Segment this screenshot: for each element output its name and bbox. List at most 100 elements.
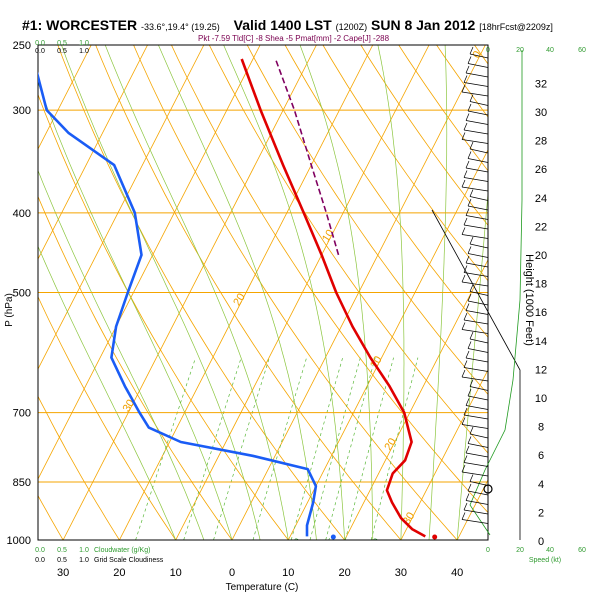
forecast-run: [18hrFcst@2209z] (479, 22, 553, 32)
bottom-scale-label: 0.5 (57, 547, 67, 554)
temperature-tick-label: 0 (229, 567, 235, 579)
utc-time: (1200Z) (335, 22, 368, 32)
height-tick-label: 4 (538, 479, 544, 491)
height-tick-label: 16 (535, 307, 547, 319)
wind-barb-flag (461, 369, 466, 378)
wind-barb (465, 72, 489, 78)
wind-barb-flag (463, 455, 468, 463)
valid-time: Valid 1400 LST (233, 17, 332, 33)
wind-barb-flag (467, 151, 472, 159)
parcel-profile (274, 58, 340, 256)
wind-barb-flag (467, 103, 472, 112)
pressure-tick-label: 400 (13, 208, 31, 220)
wind-barb-flag (465, 113, 470, 121)
wind-barb-flag (461, 322, 466, 330)
wind-barb (463, 414, 489, 420)
dry-adiabat-line (208, 45, 488, 454)
wind-barb (461, 186, 489, 192)
wind-barb-flag (469, 426, 474, 435)
wind-barb (467, 395, 489, 401)
bottom-scale-label: 0.0 (35, 557, 45, 564)
height-tick-label: 14 (535, 336, 547, 348)
wind-barb (467, 205, 489, 211)
plot-border (37, 44, 489, 541)
temperature-surface-marker (432, 534, 438, 540)
top-scale-label: 1.0 (79, 48, 89, 55)
moist-adiabat-line (158, 45, 317, 540)
wind-barb-flag (467, 341, 472, 349)
wind-barb (465, 120, 489, 125)
isotherm-line (400, 368, 488, 540)
bottom-scale-label: 1.0 (79, 547, 89, 554)
wind-barb (461, 376, 489, 382)
wind-barb-flag (467, 483, 472, 492)
speed-tick-top: 20 (516, 47, 524, 54)
dry-adiabat-line (38, 93, 289, 540)
wind-barb (467, 490, 489, 496)
pressure-tick-label: 1000 (7, 535, 31, 547)
wind-barb (465, 452, 489, 458)
wind-barb (463, 509, 489, 515)
wind-barb-flag (461, 132, 466, 140)
mixing-ratio-line (370, 357, 419, 540)
chart-header: #1: WORCESTER -33.6°,19.4° (19.25) Valid… (22, 17, 553, 33)
height-tick-label: 6 (538, 450, 544, 462)
wind-barb-flag (463, 170, 468, 178)
wind-barb-flag (469, 94, 474, 102)
wind-barb-flag (461, 227, 466, 235)
mixing-ratio-line (213, 357, 270, 540)
dry-adiabat-line (322, 45, 488, 282)
parameter-line: Pkt -7.59 Tld[C] -8 Shea -5 Pmat[mm] -2 … (198, 34, 390, 43)
dry-adiabat-line (38, 295, 177, 540)
wind-barb (461, 91, 489, 97)
speed-axis-label: Speed (kt) (529, 557, 561, 564)
wind-barb-flag (467, 388, 472, 397)
calm-wind-circle (483, 484, 493, 494)
wind-barb-flag (469, 189, 474, 197)
sounding-series (38, 58, 438, 540)
cloudwater-label: Cloudwater (g/Kg) (94, 547, 150, 554)
wind-barb (469, 148, 489, 154)
height-tick-label: 2 (538, 507, 544, 519)
height-tick-label: 20 (535, 250, 547, 262)
wind-barb (465, 310, 489, 315)
wind-barb-flag (469, 331, 474, 340)
wind-barb (461, 329, 489, 334)
forecast-date: SUN 8 Jan 2012 (371, 17, 476, 33)
wind-barb (463, 177, 489, 182)
wind-barb (467, 158, 489, 163)
wind-barb (469, 386, 489, 391)
wind-barb (469, 433, 489, 439)
mixing-ratio-label: 20 (369, 536, 382, 549)
mixing-ratio-line (344, 357, 394, 540)
top-scale-label: 0.0 (35, 48, 45, 55)
dry-adiabat-line (38, 395, 120, 540)
wind-speed-curve (469, 50, 523, 536)
temperature-tick-label: 40 (451, 567, 463, 579)
wind-barb-flag (461, 274, 466, 283)
wind-barb (469, 53, 489, 59)
height-tick-label: 30 (535, 107, 547, 119)
wind-barb-flag (461, 417, 466, 425)
wind-barb-flag (465, 255, 470, 264)
moist-adiabat-line (61, 45, 261, 540)
height-axis-label: Height (1000 Feet) (523, 254, 535, 346)
wind-barb (469, 196, 489, 201)
wind-barb-flag (467, 436, 472, 444)
bottom-scale-label: 0.5 (57, 557, 67, 564)
mixing-ratio-line (183, 357, 242, 540)
wind-barb (461, 281, 489, 287)
moist-adiabat-line (38, 81, 233, 540)
wind-barb-flag (463, 312, 468, 321)
speed-tick-top: 40 (546, 47, 554, 54)
station-title: #1: WORCESTER (22, 17, 138, 33)
pressure-tick-label: 700 (13, 408, 31, 420)
wind-barb (465, 262, 489, 268)
wind-barb (461, 139, 489, 144)
bottom-scale-label: 0.0 (35, 547, 45, 554)
height-tick-label: 26 (535, 164, 547, 176)
wind-barb (465, 500, 489, 505)
wind-barb-flag (465, 303, 470, 311)
